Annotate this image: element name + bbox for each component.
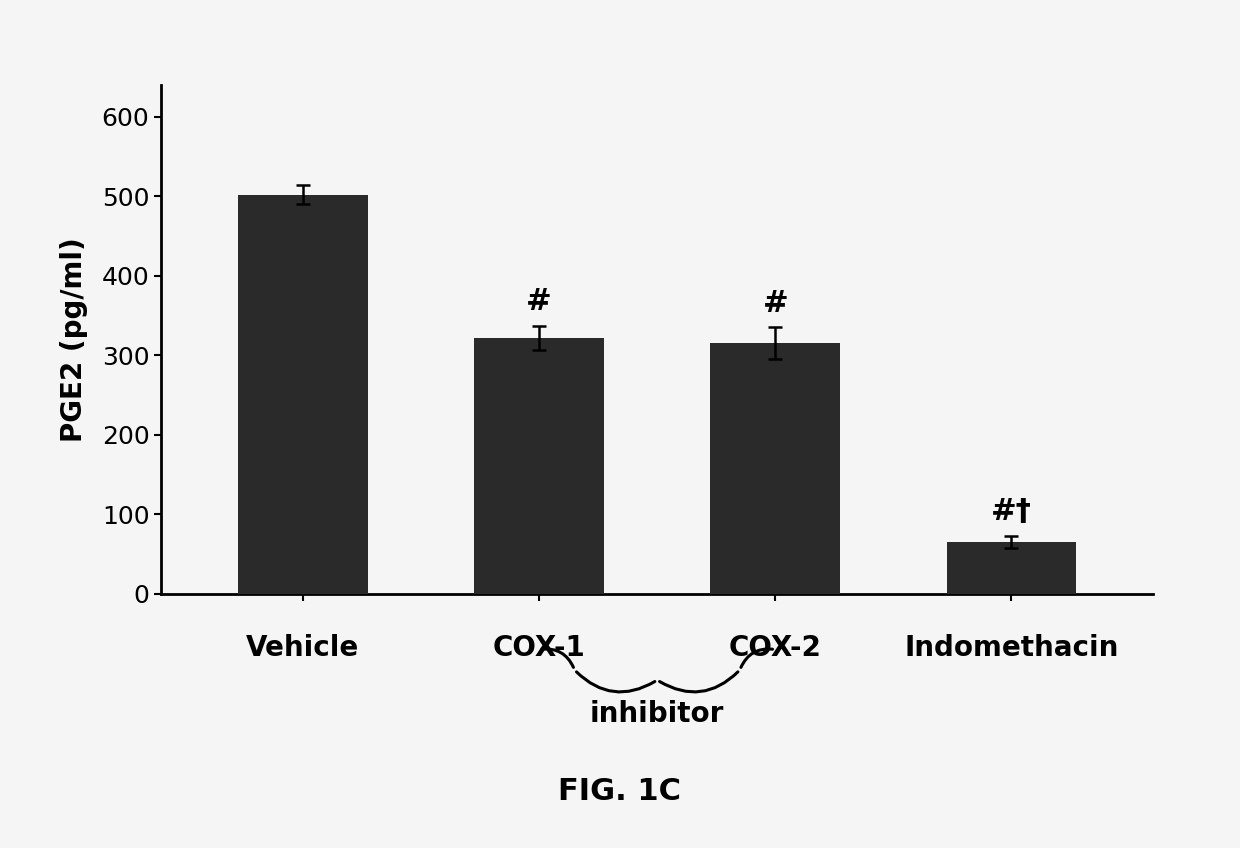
- Text: #: #: [763, 288, 789, 318]
- Text: Vehicle: Vehicle: [247, 634, 360, 662]
- Bar: [474, 338, 604, 594]
- Y-axis label: PGE2 (pg/ml): PGE2 (pg/ml): [60, 237, 88, 442]
- Bar: [946, 542, 1076, 594]
- Text: COX-1: COX-1: [492, 634, 585, 662]
- Text: COX-2: COX-2: [729, 634, 822, 662]
- Text: inhibitor: inhibitor: [590, 700, 724, 728]
- Bar: [238, 194, 368, 594]
- Text: #†: #†: [991, 497, 1032, 526]
- Text: #: #: [526, 287, 552, 316]
- Text: Indomethacin: Indomethacin: [904, 634, 1118, 662]
- Text: FIG. 1C: FIG. 1C: [558, 777, 682, 806]
- Bar: [711, 343, 841, 594]
